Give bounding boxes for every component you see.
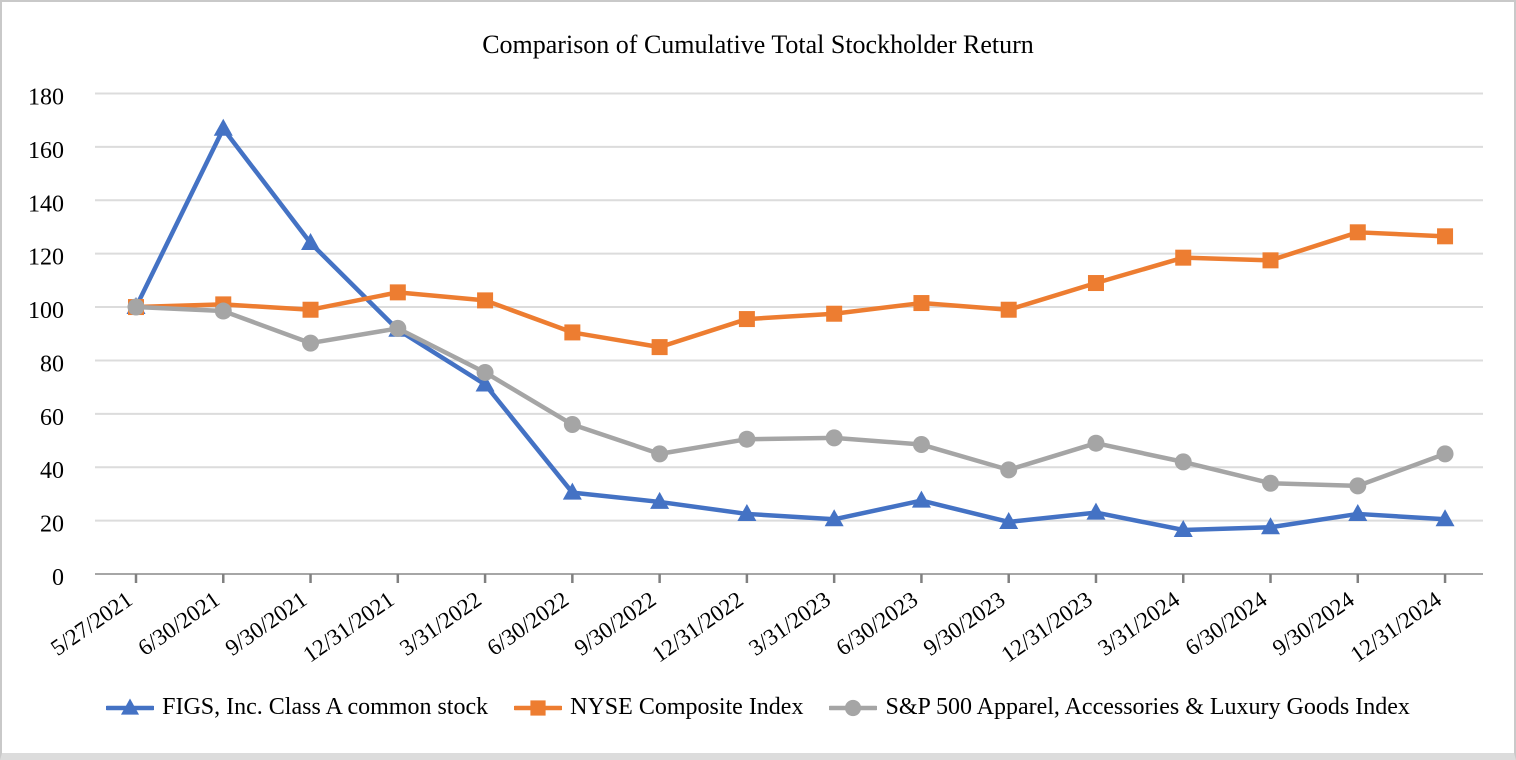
square-marker (826, 305, 843, 322)
triangle-marker (650, 491, 670, 509)
x-axis-label: 9/30/2024 (1268, 586, 1359, 660)
x-axis-label: 3/31/2024 (1093, 586, 1184, 660)
x-axis-label: 12/31/2022 (648, 587, 748, 668)
x-axis-label: 6/30/2021 (133, 587, 224, 661)
y-axis-label: 0 (52, 565, 64, 591)
circle-marker (651, 445, 669, 463)
legend-item-sp500-apparel: S&P 500 Apparel, Accessories & Luxury Go… (829, 694, 1410, 721)
y-axis-label: 40 (40, 458, 64, 484)
x-axis-label: 12/31/2021 (299, 587, 399, 668)
y-axis-label: 60 (40, 405, 64, 431)
legend-item-figs: FIGS, Inc. Class A common stock (106, 694, 488, 721)
square-marker (1000, 301, 1017, 318)
x-axis-label: 9/30/2022 (570, 587, 661, 661)
circle-marker (1174, 453, 1192, 471)
square-marker (738, 311, 755, 328)
triangle-marker (562, 482, 582, 500)
circle-marker (214, 302, 232, 320)
square-marker (1175, 249, 1192, 266)
x-axis-label: 9/30/2023 (919, 587, 1010, 661)
nyse-square-marker-icon (514, 699, 563, 716)
circle-marker (563, 416, 581, 434)
triangle-marker (1348, 503, 1368, 521)
triangle-marker (911, 490, 931, 508)
y-axis-label: 20 (40, 512, 64, 538)
triangle-marker (1261, 517, 1281, 535)
x-axis-label: 3/31/2023 (744, 587, 835, 661)
y-axis-label: 120 (28, 245, 64, 271)
circle-marker (476, 363, 494, 381)
y-axis-label: 140 (28, 191, 64, 217)
x-axis-label: 12/31/2024 (1346, 586, 1447, 667)
circle-marker (389, 319, 407, 337)
circle-marker (1436, 445, 1454, 463)
y-axis-label: 80 (40, 351, 64, 377)
square-marker (564, 324, 581, 341)
square-marker (302, 301, 319, 318)
square-marker (389, 284, 406, 301)
circle-marker (845, 699, 862, 716)
series-line-1 (133, 230, 1448, 350)
y-axis-label: 180 (28, 85, 64, 111)
series-line-2 (133, 304, 1448, 489)
x-axis-label: 6/30/2022 (482, 587, 573, 661)
square-marker (913, 295, 930, 312)
triangle-marker (1086, 502, 1106, 520)
circle-marker (127, 298, 145, 316)
square-marker (651, 339, 668, 356)
triangle-marker (1435, 509, 1455, 527)
circle-marker (1349, 477, 1367, 495)
circle-marker (912, 436, 930, 454)
circle-marker (1000, 461, 1018, 479)
x-axis-label: 5/27/2021 (46, 587, 137, 661)
chart-title: Comparison of Cumulative Total Stockhold… (482, 30, 1034, 59)
y-axis-label: 160 (28, 138, 64, 164)
circle-marker (302, 334, 320, 352)
legend-label-figs: FIGS, Inc. Class A common stock (162, 694, 489, 720)
square-marker (530, 699, 546, 716)
x-axis-label: 9/30/2021 (221, 587, 312, 661)
circle-marker (1087, 434, 1105, 452)
square-marker (1437, 228, 1454, 245)
chart-legend: FIGS, Inc. Class A common stock NYSE Com… (2, 694, 1514, 721)
x-axis-label: 12/31/2023 (997, 587, 1097, 668)
x-axis-label: 6/30/2023 (832, 587, 923, 661)
sp500-circle-marker-icon (829, 699, 878, 716)
circle-marker (1262, 474, 1280, 492)
triangle-marker (475, 374, 495, 392)
legend-label-sp500-apparel: S&P 500 Apparel, Accessories & Luxury Go… (885, 694, 1410, 720)
series-line-0 (133, 126, 1448, 533)
triangle-marker (824, 509, 844, 527)
legend-label-nyse: NYSE Composite Index (570, 694, 804, 720)
legend-item-nyse: NYSE Composite Index (514, 694, 803, 721)
triangle-marker (737, 503, 757, 521)
triangle-marker (213, 118, 233, 136)
square-marker (1087, 275, 1104, 292)
x-axis-label: 6/30/2024 (1181, 586, 1272, 660)
x-axis-label: 3/31/2022 (395, 587, 486, 661)
triangle-marker (1173, 519, 1193, 537)
figs-triangle-marker-icon (106, 698, 155, 715)
y-axis-label: 100 (28, 298, 64, 324)
triangle-marker (999, 511, 1019, 529)
square-marker (1262, 252, 1279, 269)
circle-marker (825, 429, 843, 447)
square-marker (477, 292, 494, 309)
square-marker (1349, 224, 1366, 241)
circle-marker (738, 430, 756, 448)
triangle-marker (301, 232, 321, 250)
triangle-marker (121, 698, 140, 715)
